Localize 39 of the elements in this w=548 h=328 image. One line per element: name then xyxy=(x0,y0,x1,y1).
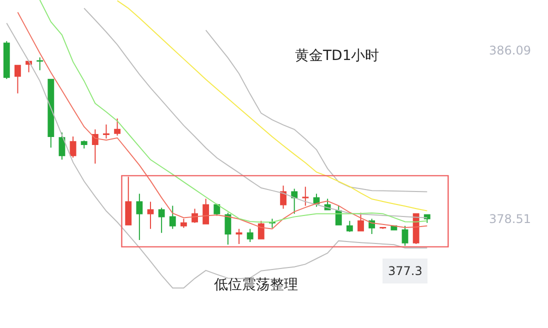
line-series xyxy=(205,30,428,192)
candlestick xyxy=(147,201,154,230)
candlestick xyxy=(246,228,254,242)
y-tick-label: 386.09 xyxy=(489,43,531,58)
y-tick-label: 378.51 xyxy=(489,212,531,226)
line-series xyxy=(116,0,428,212)
candlestick xyxy=(402,225,408,246)
candlestick xyxy=(302,186,309,206)
annotation: 377.3 xyxy=(388,264,422,278)
candlestick xyxy=(412,213,420,244)
candlestick xyxy=(48,78,54,148)
candlestick xyxy=(291,188,298,214)
candlestick xyxy=(424,214,430,224)
candlestick xyxy=(236,228,242,244)
candlestick xyxy=(125,176,132,226)
candlestick xyxy=(136,193,143,240)
candlestick xyxy=(358,212,364,232)
candlestick xyxy=(36,56,44,71)
candlestick xyxy=(202,198,210,224)
candlestick xyxy=(70,136,76,158)
candlestick xyxy=(169,205,176,230)
candlestick xyxy=(280,185,286,210)
candlestick xyxy=(114,118,121,136)
candlestick xyxy=(258,220,264,240)
candlestick xyxy=(269,218,276,228)
candlestick xyxy=(103,124,110,140)
line-series xyxy=(84,8,428,218)
candlestick xyxy=(3,40,10,80)
candlestick xyxy=(224,212,232,246)
candlestick xyxy=(80,140,88,150)
candlestick xyxy=(14,64,21,94)
candlestick xyxy=(335,205,342,226)
candlestick xyxy=(158,207,165,234)
candlestick xyxy=(92,128,98,164)
candlestick xyxy=(192,208,198,224)
candlestick xyxy=(180,218,187,228)
annotation: 低位震荡整理 xyxy=(214,277,298,293)
annotation: 黄金TD1小时 xyxy=(295,48,380,64)
candlestick xyxy=(346,220,353,232)
